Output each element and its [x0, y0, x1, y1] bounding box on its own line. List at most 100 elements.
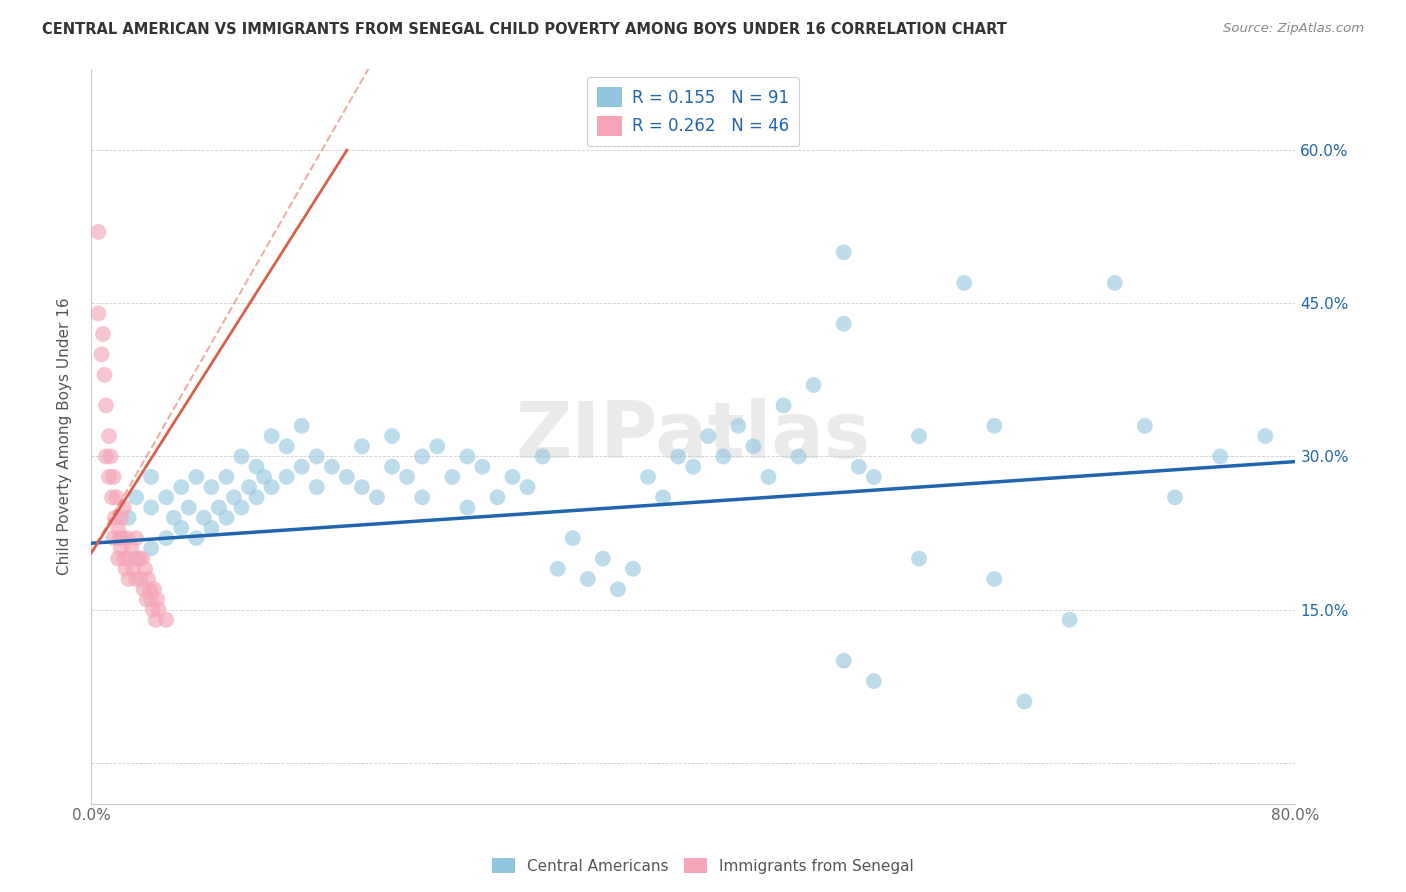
Point [105, 491, 128, 505]
Point [231, 500, 253, 515]
Point [141, 541, 163, 556]
Point [863, 470, 886, 484]
Point [155, 531, 177, 545]
Point [260, 429, 283, 443]
Point [103, 470, 125, 484]
Point [863, 674, 886, 689]
Point [222, 491, 245, 505]
Point [110, 541, 132, 556]
Point [143, 582, 166, 597]
Point [396, 470, 419, 484]
Point [832, 245, 855, 260]
Point [621, 562, 644, 576]
Point [98, 470, 121, 484]
Point [953, 276, 976, 290]
Point [697, 429, 720, 443]
Point [231, 450, 253, 464]
Point [381, 459, 404, 474]
Legend: R = 0.155   N = 91, R = 0.262   N = 46: R = 0.155 N = 91, R = 0.262 N = 46 [588, 77, 799, 146]
Point [411, 491, 433, 505]
Point [305, 450, 328, 464]
Point [170, 480, 193, 494]
Point [94, 450, 117, 464]
Point [1254, 429, 1277, 443]
Point [155, 613, 177, 627]
Point [908, 551, 931, 566]
Point [471, 459, 494, 474]
Point [125, 551, 148, 566]
Point [145, 613, 167, 627]
Point [215, 470, 238, 484]
Point [136, 572, 159, 586]
Point [456, 450, 478, 464]
Point [117, 572, 139, 586]
Point [336, 470, 359, 484]
Point [186, 531, 208, 545]
Point [104, 510, 127, 524]
Point [245, 459, 267, 474]
Point [100, 450, 122, 464]
Point [637, 470, 659, 484]
Point [107, 521, 129, 535]
Point [170, 521, 193, 535]
Point [125, 531, 148, 545]
Point [381, 429, 404, 443]
Point [200, 480, 222, 494]
Point [108, 531, 131, 545]
Point [101, 491, 124, 505]
Point [94, 399, 117, 413]
Point [135, 592, 157, 607]
Point [576, 572, 599, 586]
Point [1014, 694, 1036, 708]
Point [1164, 491, 1187, 505]
Point [592, 551, 614, 566]
Point [111, 531, 134, 545]
Point [134, 562, 156, 576]
Point [128, 551, 150, 566]
Point [98, 429, 121, 443]
Point [787, 450, 810, 464]
Point [772, 399, 794, 413]
Point [291, 418, 314, 433]
Text: ZIPatlas: ZIPatlas [516, 398, 870, 474]
Point [110, 510, 132, 524]
Point [208, 500, 231, 515]
Point [131, 551, 153, 566]
Point [112, 551, 135, 566]
Point [138, 582, 160, 597]
Point [107, 551, 129, 566]
Point [103, 531, 125, 545]
Point [531, 450, 554, 464]
Point [983, 572, 1005, 586]
Point [260, 480, 283, 494]
Legend: Central Americans, Immigrants from Senegal: Central Americans, Immigrants from Seneg… [486, 852, 920, 880]
Point [742, 439, 765, 453]
Point [129, 572, 152, 586]
Point [87, 307, 110, 321]
Point [93, 368, 115, 382]
Point [125, 572, 148, 586]
Point [908, 429, 931, 443]
Point [141, 500, 163, 515]
Point [682, 459, 704, 474]
Point [142, 602, 165, 616]
Text: Source: ZipAtlas.com: Source: ZipAtlas.com [1223, 22, 1364, 36]
Point [1133, 418, 1156, 433]
Point [115, 531, 138, 545]
Point [121, 541, 143, 556]
Point [1209, 450, 1232, 464]
Point [547, 562, 569, 576]
Point [486, 491, 509, 505]
Point [350, 480, 373, 494]
Point [561, 531, 583, 545]
Point [1104, 276, 1126, 290]
Point [110, 531, 132, 545]
Point [803, 378, 825, 392]
Point [146, 592, 169, 607]
Point [411, 450, 433, 464]
Point [91, 326, 114, 341]
Point [441, 470, 464, 484]
Point [758, 470, 780, 484]
Point [652, 491, 675, 505]
Point [90, 347, 112, 361]
